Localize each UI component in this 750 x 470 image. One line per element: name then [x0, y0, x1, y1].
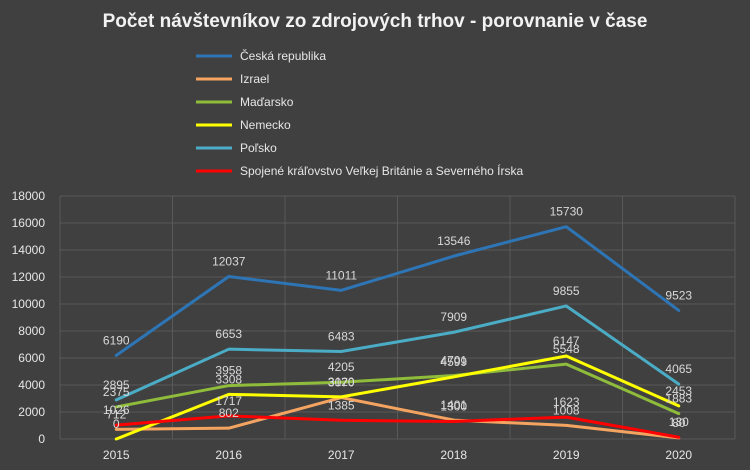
data-label: 80 [672, 416, 686, 430]
y-tick-label: 12000 [12, 270, 46, 284]
data-label: 6653 [215, 327, 242, 341]
chart-title: Počet návštevníkov zo zdrojových trhov -… [103, 11, 648, 32]
data-label: 3958 [215, 364, 242, 378]
x-axis: 2015 2016 2017 2018 2019 2020 [103, 448, 693, 462]
data-label: 1300 [440, 399, 467, 413]
legend-entry: Nemecko [240, 118, 291, 132]
y-tick-label: 8000 [18, 324, 45, 338]
y-tick-label: 16000 [12, 216, 46, 230]
data-label: 1883 [665, 392, 692, 406]
y-tick-label: 0 [38, 432, 45, 446]
x-tick-label: 2019 [553, 448, 580, 462]
series-line [114, 354, 681, 441]
series-line [114, 414, 681, 439]
data-label: 6483 [328, 329, 355, 343]
data-label: 712 [106, 407, 126, 421]
series-line [114, 304, 681, 402]
data-label: 3070 [328, 376, 355, 390]
series-line [114, 362, 681, 416]
series-line [114, 396, 681, 440]
data-label: 4599 [440, 355, 467, 369]
x-tick-label: 2020 [665, 448, 692, 462]
data-label: 2895 [103, 378, 130, 392]
data-label: 6190 [103, 333, 130, 347]
y-tick-label: 6000 [18, 351, 45, 365]
data-label: 1008 [553, 403, 580, 417]
legend-entry: Spojené kráľovstvo Veľkej Británie a Sev… [240, 163, 523, 178]
data-label: 2453 [665, 384, 692, 398]
x-tick-label: 2018 [440, 448, 467, 462]
data-labels: 6190 12037 11011 13546 15730 9523 712 802 3070 14… [103, 205, 693, 431]
data-label: 1026 [103, 403, 130, 417]
y-tick-label: 2000 [18, 405, 45, 419]
data-label: 7909 [440, 310, 467, 324]
series-group [114, 225, 681, 441]
data-label: 130 [669, 415, 689, 429]
data-label: 4205 [328, 360, 355, 374]
y-tick-label: 18000 [12, 189, 46, 203]
data-label: 9855 [553, 284, 580, 298]
y-tick-label: 14000 [12, 243, 46, 257]
data-label: 13546 [437, 234, 471, 248]
data-label: 3120 [328, 375, 355, 389]
data-label: 1401 [440, 398, 467, 412]
y-axis: 0 2000 4000 6000 8000 10000 12000 14000 16000 180… [12, 189, 46, 446]
x-tick-label: 2015 [103, 448, 130, 462]
legend-entry: Izrael [240, 72, 269, 86]
data-label: 9523 [665, 288, 692, 302]
data-label: 6147 [553, 334, 580, 348]
data-label: 3308 [215, 372, 242, 386]
series-line [114, 225, 681, 357]
x-tick-label: 2017 [328, 448, 355, 462]
data-label: 1717 [215, 394, 242, 408]
x-tick-label: 2016 [215, 448, 242, 462]
y-tick-label: 10000 [12, 297, 46, 311]
data-label: 12037 [212, 255, 246, 269]
data-label: 2375 [103, 385, 130, 399]
data-label: 15730 [550, 205, 584, 219]
data-label: 11011 [325, 268, 357, 282]
data-label: 5548 [553, 342, 580, 356]
legend-entry: Maďarsko [240, 95, 294, 109]
legend: Česká republika Izrael Maďarsko Nemecko Poľs… [196, 48, 523, 178]
legend-entry: Poľsko [240, 141, 277, 155]
gridlines [59, 195, 736, 440]
legend-entry: Česká republika [240, 48, 326, 63]
y-tick-label: 4000 [18, 378, 45, 392]
data-label: 802 [219, 406, 239, 420]
data-label: 1623 [553, 395, 580, 409]
data-label: 4065 [665, 362, 692, 376]
data-label: 0 [113, 417, 120, 431]
data-label: 1385 [328, 398, 355, 412]
data-label: 4701 [440, 354, 467, 368]
